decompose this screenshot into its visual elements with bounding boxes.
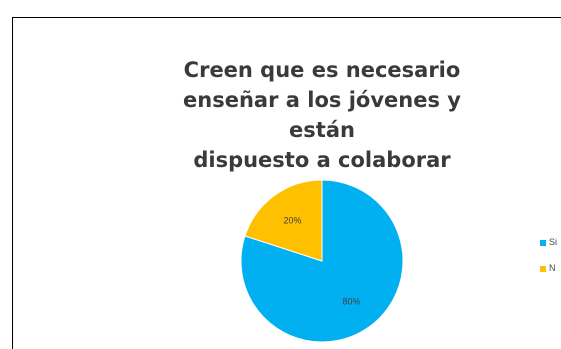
pie-label-no: 20% [283,215,301,225]
chart-title-line-2: enseñar a los jóvenes y están [183,88,461,142]
legend-label-no: N [549,263,556,273]
chart-title-line-3: dispuesto a colaborar [193,148,451,172]
chart-title-line-1: Creen que es necesario [183,58,461,82]
legend-item-si: Si [540,237,557,247]
pie-slice-no [244,179,323,262]
chart-title: Creen que es necesario enseñar a los jóv… [150,55,494,175]
pie-label-si: 80% [343,297,361,307]
chart-border-top [12,17,561,18]
legend-swatch-si [540,239,546,246]
legend-swatch-no [540,265,546,272]
legend-item-no: N [540,263,556,273]
legend-label-si: Si [549,237,558,247]
chart-border-left [12,17,13,349]
